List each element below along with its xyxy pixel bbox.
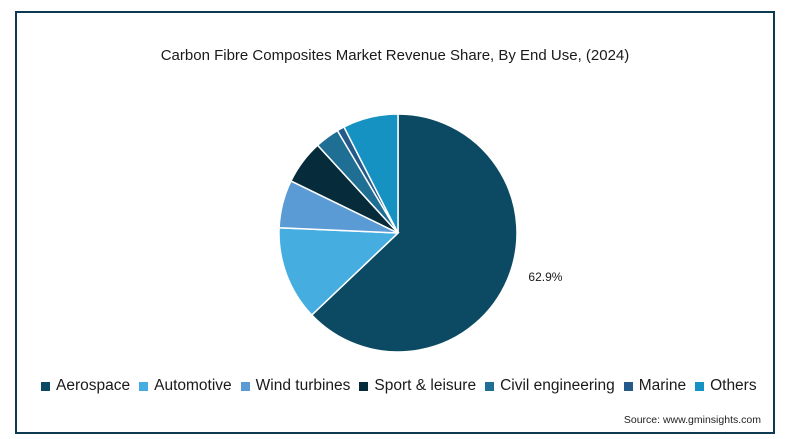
data-label-aerospace: 62.9% [528,270,562,284]
legend-item-automotive: Automotive [139,377,232,395]
chart-frame: Carbon Fibre Composites Market Revenue S… [15,11,775,434]
legend-swatch [485,381,495,391]
legend-item-wind-turbines: Wind turbines [240,377,351,395]
pie-slice-aerospace [310,113,518,353]
pie-chart: 62.9% [278,113,563,353]
source-note: Source: www.gminsights.com [623,414,761,426]
legend-label: Civil engineering [500,377,615,394]
legend-swatch [359,381,369,391]
legend-swatch [240,381,250,391]
legend-label: Aerospace [56,377,131,394]
legend-item-aerospace: Aerospace [41,377,130,395]
legend-label: Others [710,377,757,394]
pie-slice-others [342,113,399,234]
legend-label: Automotive [154,377,232,394]
legend-label: Wind turbines [255,377,351,394]
legend-item-civil-engineering: Civil engineering [485,377,615,395]
legend-item-marine: Marine [623,377,687,395]
legend-label: Marine [638,377,687,394]
legend-label: Sport & leisure [374,377,477,394]
legend-item-sport-leisure: Sport & leisure [359,377,476,395]
legend-swatch [623,381,633,391]
legend-item-others: Others [695,377,757,395]
legend-swatch [41,381,50,391]
pie-slice-automotive [278,226,400,317]
chart-legend: Aerospace Automotive Wind turbines Sport & … [41,377,766,395]
legend-swatch [139,381,149,391]
chart-title: Carbon Fibre Composites Market Revenue S… [160,47,630,64]
legend-swatch [695,381,705,391]
